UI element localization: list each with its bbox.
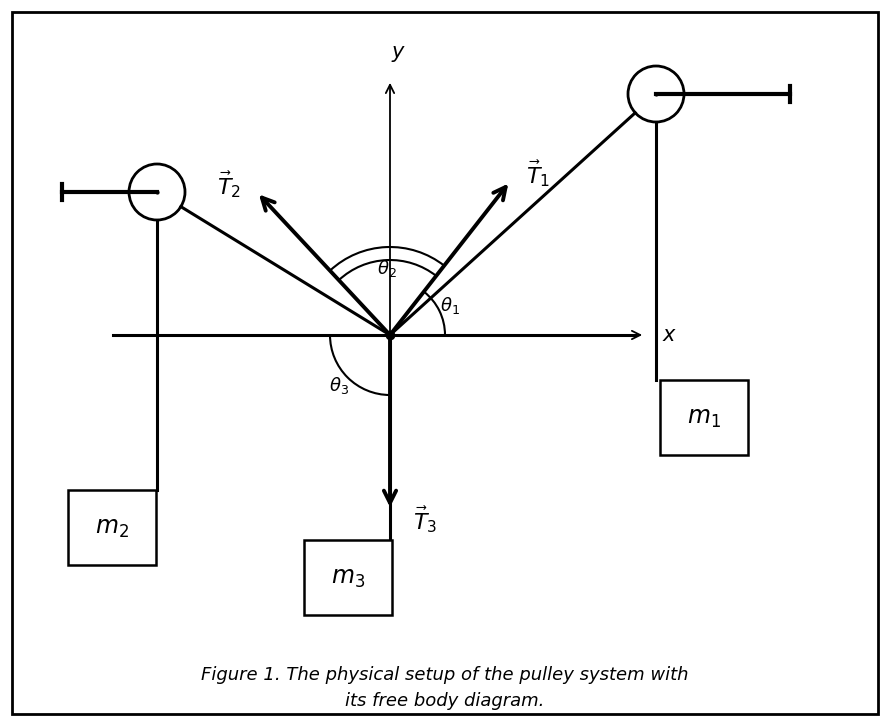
Text: x: x bbox=[663, 325, 676, 345]
Text: $\vec{T}_3$: $\vec{T}_3$ bbox=[413, 505, 437, 535]
Bar bbox=[68, 490, 156, 565]
Text: $\theta_2$: $\theta_2$ bbox=[377, 258, 397, 279]
Text: $\vec{T}_2$: $\vec{T}_2$ bbox=[217, 169, 241, 200]
Text: Figure 1. The physical setup of the pulley system with
its free body diagram.: Figure 1. The physical setup of the pull… bbox=[201, 666, 689, 710]
Text: $\theta_3$: $\theta_3$ bbox=[329, 375, 349, 396]
Text: $\vec{T}_1$: $\vec{T}_1$ bbox=[526, 158, 550, 189]
Text: y: y bbox=[392, 42, 404, 62]
Text: $m_3$: $m_3$ bbox=[331, 566, 365, 590]
Bar bbox=[660, 380, 748, 455]
Bar bbox=[304, 540, 392, 615]
Text: $m_2$: $m_2$ bbox=[95, 515, 129, 539]
Text: $\theta_1$: $\theta_1$ bbox=[441, 295, 460, 316]
Text: $m_1$: $m_1$ bbox=[687, 406, 721, 430]
